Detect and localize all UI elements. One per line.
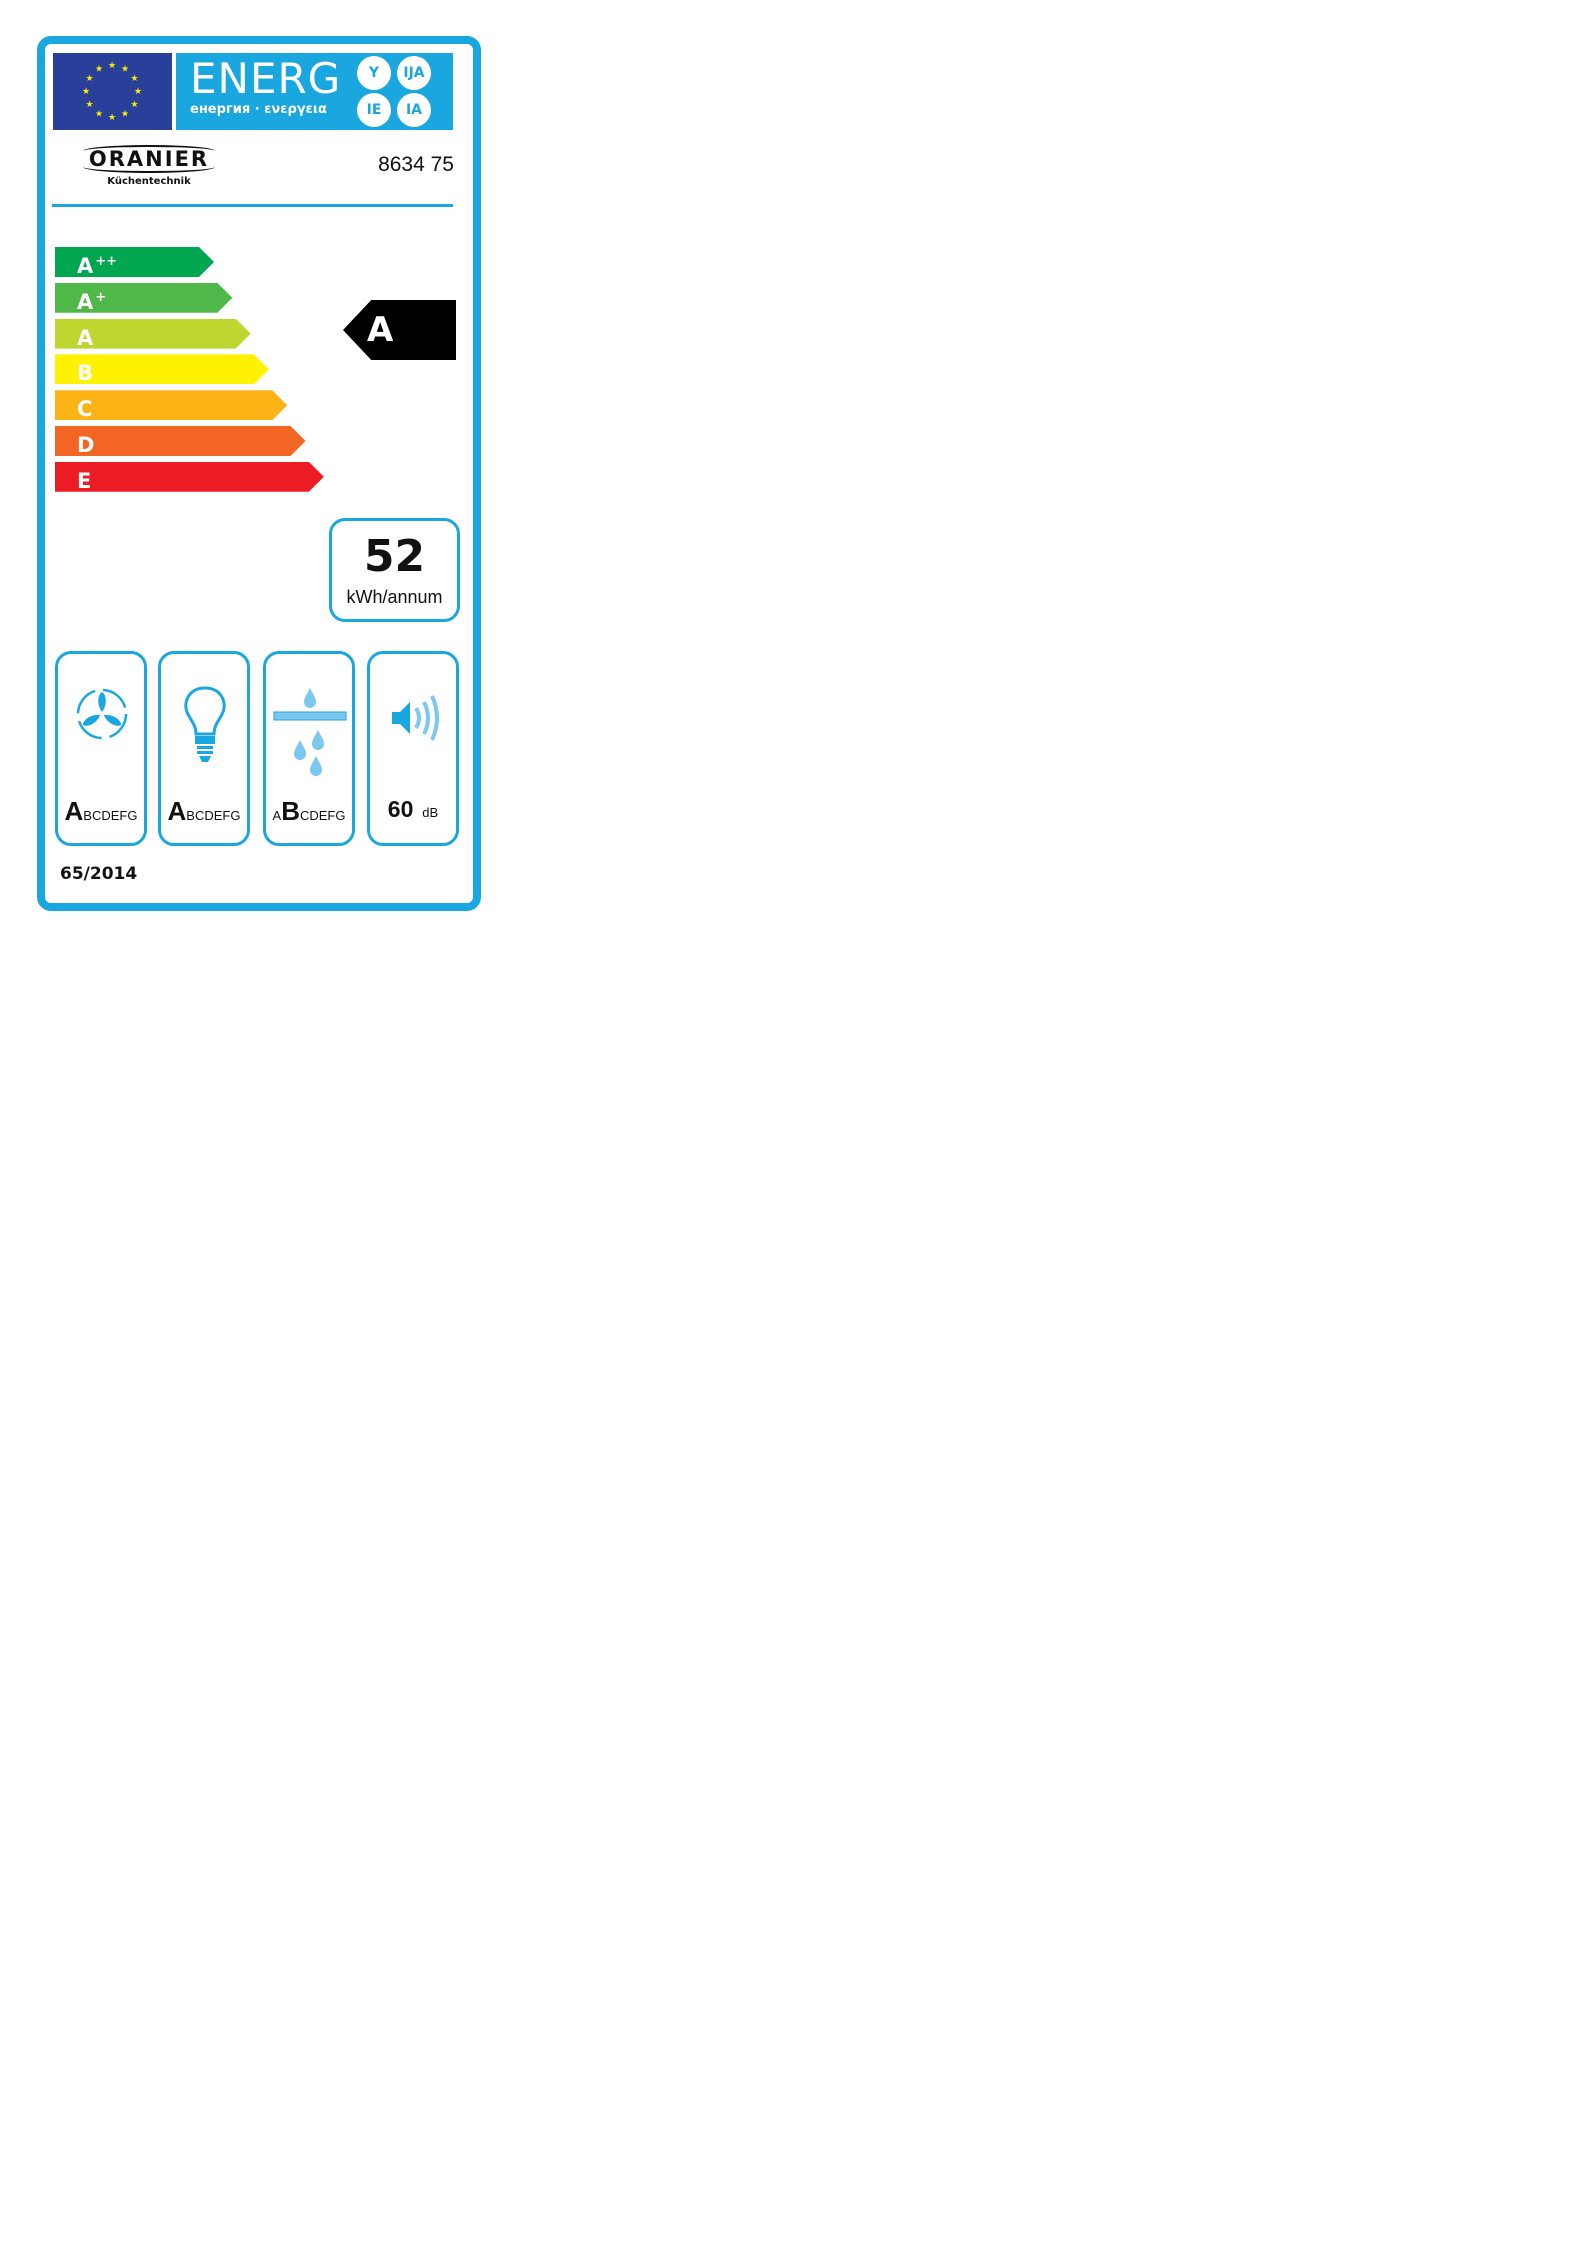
fan-icon bbox=[76, 688, 128, 740]
star-icon: ★ bbox=[108, 61, 116, 71]
noise-value: 60 dB bbox=[387, 796, 439, 822]
badge-ija: IJA bbox=[397, 56, 431, 90]
eu-flag: ★ ★ ★ ★ ★ ★ ★ ★ ★ ★ ★ ★ bbox=[53, 53, 172, 130]
scale-plus: + bbox=[95, 289, 107, 305]
divider bbox=[52, 204, 453, 207]
brand-logo: ORANIER Küchentechnik bbox=[64, 145, 234, 187]
scale-letter: A bbox=[77, 254, 94, 278]
speaker-icon bbox=[392, 695, 439, 741]
light-bulb-icon bbox=[184, 686, 226, 762]
consumption-value: 52 bbox=[363, 531, 426, 582]
star-icon: ★ bbox=[85, 74, 93, 84]
grease-filter-icon bbox=[273, 688, 347, 776]
star-icon: ★ bbox=[134, 87, 142, 97]
star-icon: ★ bbox=[121, 110, 129, 120]
star-icon: ★ bbox=[121, 64, 129, 74]
brand-name: ORANIER bbox=[82, 145, 216, 173]
star-icon: ★ bbox=[95, 110, 103, 120]
scale-bar: A bbox=[55, 319, 251, 349]
rating-arrow: A bbox=[343, 300, 456, 360]
noise-level-box: 60 dB bbox=[367, 651, 459, 846]
star-icon: ★ bbox=[85, 100, 93, 110]
scale-bar: D bbox=[55, 426, 306, 456]
energy-title: ENERG bbox=[190, 54, 342, 103]
consumption-box: 52 kWh/annum bbox=[329, 518, 460, 622]
fluid-dynamic-efficiency-box: ABCDEFG bbox=[55, 651, 147, 846]
regulation-number: 65/2014 bbox=[60, 864, 138, 884]
class-scale: ABCDEFG bbox=[64, 796, 138, 826]
scale-letter: A bbox=[77, 325, 94, 350]
class-scale: ABCDEFG bbox=[167, 796, 241, 826]
badge-y: Y bbox=[357, 56, 391, 90]
scale-bar: A ++ bbox=[55, 247, 214, 277]
energy-subtitle: енергия · ενεργεια bbox=[190, 102, 327, 117]
scale-letter: B bbox=[77, 361, 94, 386]
scale-bar: A + bbox=[55, 283, 232, 313]
scale-letter: C bbox=[77, 397, 93, 422]
brand-tagline: Küchentechnik bbox=[107, 176, 191, 187]
model-number: 8634 75 bbox=[378, 153, 454, 176]
star-icon: ★ bbox=[130, 100, 138, 110]
badge-ia: IA bbox=[397, 93, 431, 127]
scale-letter: A bbox=[77, 289, 94, 314]
scale-letter: D bbox=[77, 433, 95, 457]
grease-filtering-efficiency-box: ABCDEFG bbox=[263, 651, 355, 846]
class-scale: ABCDEFG bbox=[272, 796, 346, 826]
scale-plus: ++ bbox=[95, 254, 118, 269]
scale-bar: B bbox=[55, 354, 269, 384]
lighting-efficiency-box: ABCDEFG bbox=[158, 651, 250, 846]
consumption-unit: kWh/annum bbox=[346, 587, 443, 607]
badge-ie: IE bbox=[357, 93, 391, 127]
eu-stars-icon: ★★★★★★★★★ ★ ★★ bbox=[82, 61, 142, 123]
energy-label-frame bbox=[37, 36, 481, 911]
scale-letter: E bbox=[77, 468, 92, 493]
star-icon: ★ bbox=[82, 87, 90, 97]
star-icon: ★ bbox=[130, 74, 138, 84]
star-icon: ★ bbox=[95, 64, 103, 74]
scale-bar: E bbox=[55, 462, 324, 492]
star-icon: ★ bbox=[108, 113, 116, 123]
scale-bar: C bbox=[55, 390, 287, 420]
